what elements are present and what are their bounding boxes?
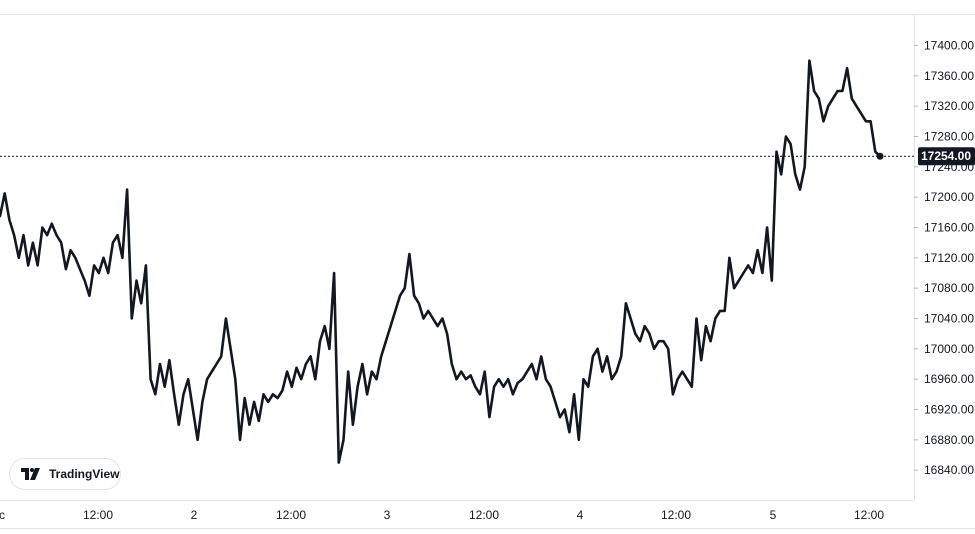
y-tick-label: 17000.00	[924, 342, 974, 356]
x-tick-label: 12:00	[276, 508, 306, 522]
chart-frame	[0, 14, 975, 529]
y-axis-ticks: 17400.0017360.0017320.0017280.0017240.00…	[914, 39, 974, 477]
x-tick-label: 12:00	[83, 508, 113, 522]
x-tick-label: 12:00	[661, 508, 691, 522]
y-tick-label: 17280.00	[924, 129, 974, 143]
x-axis-ticks: ec 12:00 2 12:00 3 12:00 4 12:00 5 12:00	[0, 508, 884, 522]
tradingview-logo-text: TradingView	[49, 467, 120, 481]
x-tick-label: 3	[384, 508, 391, 522]
last-price-badge: 17254.00	[918, 147, 975, 166]
y-tick-label: 17400.00	[924, 39, 974, 53]
x-tick-label: 2	[191, 508, 198, 522]
y-tick-label: 17320.00	[924, 99, 974, 113]
y-tick-label: 16840.00	[924, 463, 974, 477]
x-tick-label: 4	[577, 508, 584, 522]
last-price-point	[876, 152, 884, 160]
y-tick-label: 16960.00	[924, 372, 974, 386]
last-price-label: 17254.00	[921, 149, 971, 163]
y-tick-label: 17120.00	[924, 251, 974, 265]
x-tick-label: 12:00	[854, 508, 884, 522]
y-tick-label: 16880.00	[924, 433, 974, 447]
x-tick-label: ec	[0, 508, 5, 522]
y-tick-label: 17200.00	[924, 190, 974, 204]
y-tick-label: 17080.00	[924, 281, 974, 295]
tradingview-logo[interactable]: TradingView	[9, 458, 121, 490]
y-tick-label: 17360.00	[924, 69, 974, 83]
y-tick-label: 17160.00	[924, 220, 974, 234]
x-tick-label: 5	[770, 508, 777, 522]
price-series-line	[0, 59, 882, 464]
y-tick-label: 16920.00	[924, 402, 974, 416]
x-tick-label: 12:00	[469, 508, 499, 522]
tradingview-logo-icon	[21, 468, 40, 480]
y-tick-label: 17040.00	[924, 311, 974, 325]
